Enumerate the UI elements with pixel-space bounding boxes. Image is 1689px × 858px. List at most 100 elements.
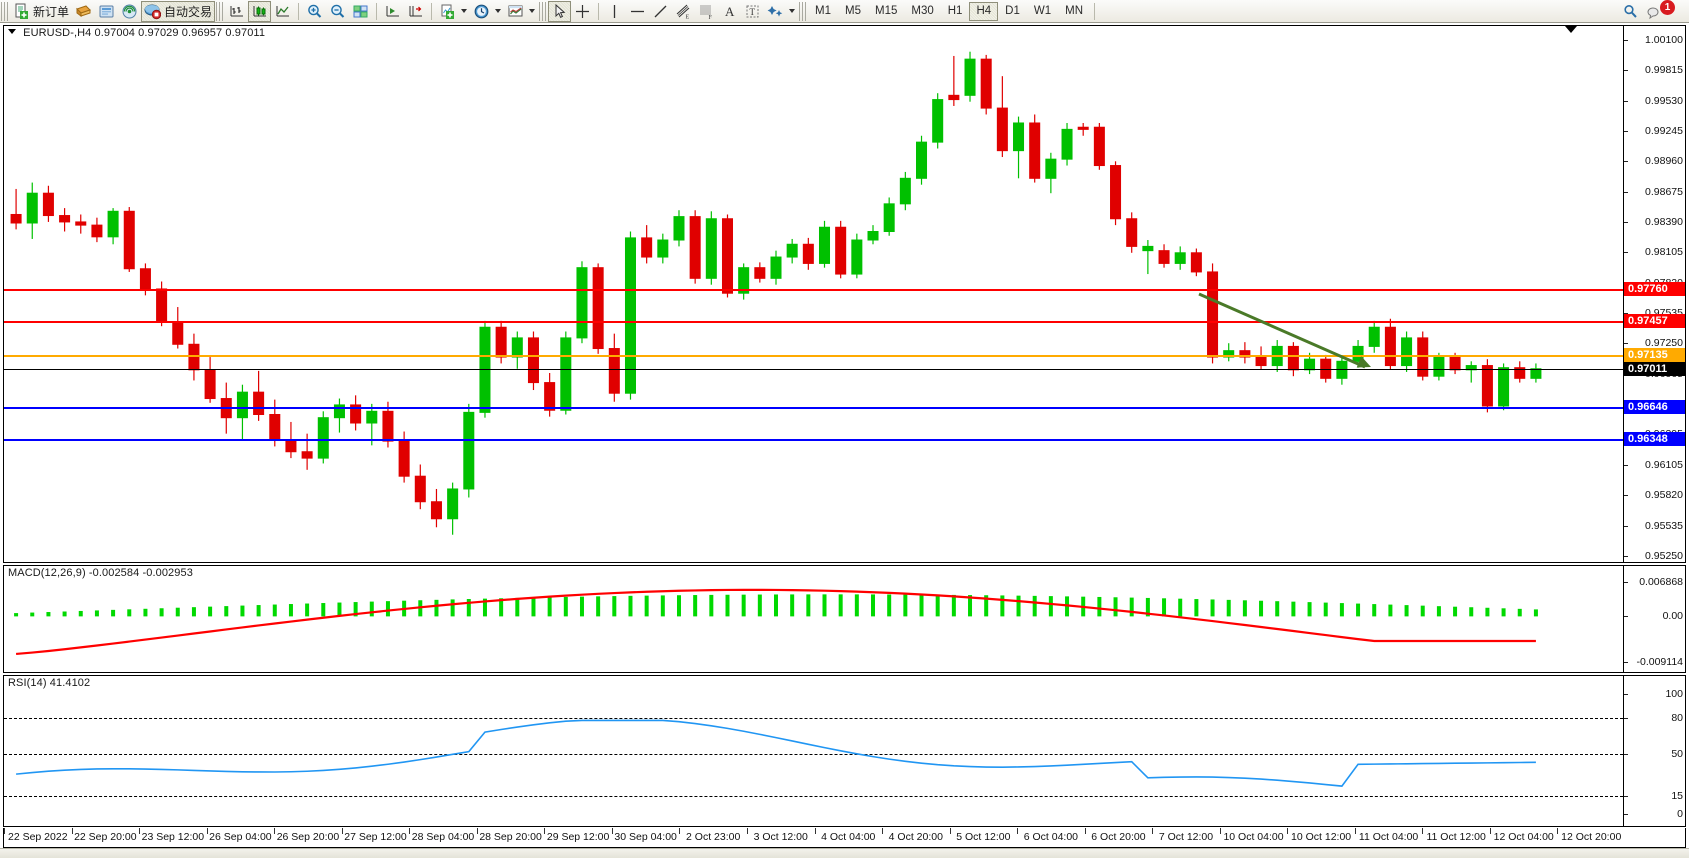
equidistant-channel-button[interactable]: E	[672, 1, 695, 22]
price-y-axis[interactable]: 1.00100 0.99815 0.99530 0.99245 0.98960 0.986…	[1623, 26, 1685, 562]
macd-y-axis[interactable]: 0.006868 0.00 -0.009114	[1623, 566, 1685, 672]
rsi-panel[interactable]: RSI(14) 41.4102 100 80 50 15 0	[3, 675, 1686, 827]
rsi-tick-label: 15	[1671, 790, 1683, 802]
signals-button[interactable]	[118, 1, 141, 22]
text-label-button[interactable]: T	[741, 1, 764, 22]
bar-chart-icon	[228, 3, 245, 20]
chart-menu-triangle-icon[interactable]	[8, 29, 16, 34]
price-level-line-resistance-2[interactable]	[4, 288, 1623, 291]
trendline-object[interactable]	[4, 26, 1625, 562]
timeframe-button-mn[interactable]: MN	[1065, 5, 1083, 17]
price-tick-mark	[1624, 252, 1628, 254]
price-level-line-resistance-1[interactable]	[4, 321, 1623, 324]
timeframe-button-h4[interactable]: H4	[969, 1, 999, 21]
rsi-tick-mark	[1624, 814, 1628, 815]
toolbar-grip-2[interactable]	[216, 1, 224, 21]
price-tick-label: 0.98105	[1645, 246, 1683, 259]
auto-trading-button[interactable]: 自动交易	[141, 0, 216, 22]
search-button[interactable]	[1619, 1, 1642, 22]
rsi-series	[16, 719, 1536, 787]
new-order-button[interactable]: 新订单	[10, 1, 72, 22]
price-level-line-support-1[interactable]	[4, 407, 1623, 410]
candlestick-chart-icon	[251, 3, 268, 20]
price-chart-panel[interactable]: EURUSD-,H4 0.97004 0.97029 0.96957 0.970…	[3, 25, 1686, 563]
toolbar-separator-4	[598, 2, 600, 20]
templates-icon	[507, 3, 524, 20]
time-tick-mark	[1287, 828, 1289, 834]
candlestick-chart-button[interactable]	[248, 0, 272, 22]
period-button[interactable]	[470, 1, 504, 22]
price-tick-label: 0.96105	[1645, 459, 1683, 472]
time-tick-label: 28 Sep 04:00	[411, 831, 475, 843]
text-button[interactable]: A	[718, 1, 741, 22]
auto-scroll-icon	[384, 3, 401, 20]
price-level-line-pivot[interactable]	[4, 355, 1623, 358]
notifications-icon	[1645, 3, 1662, 20]
timeframe-button-m1[interactable]: M1	[815, 5, 832, 17]
objects-dropdown-caret[interactable]	[789, 9, 796, 13]
wallet-button[interactable]	[72, 1, 95, 22]
line-chart-button[interactable]	[271, 1, 294, 22]
zoom-out-button[interactable]	[326, 1, 349, 22]
auto-scroll-button[interactable]	[381, 1, 404, 22]
time-tick-mark	[679, 828, 681, 834]
time-tick-label: 6 Oct 20:00	[1091, 831, 1146, 843]
time-tick-label: 27 Sep 12:00	[344, 831, 407, 843]
toolbar-grip-4[interactable]	[799, 1, 807, 21]
auto-trading-icon	[144, 3, 162, 20]
zoom-in-icon	[306, 3, 323, 20]
time-tick-label: 26 Sep 20:00	[276, 831, 340, 843]
equidistant-channel-icon: E	[675, 3, 692, 20]
time-axis[interactable]: 22 Sep 2022 22 Sep 20:00 23 Sep 12:00 26 Se…	[3, 828, 1686, 848]
crosshair-button[interactable]	[571, 1, 594, 22]
price-level-line-last-price[interactable]	[4, 368, 1623, 370]
new-order-icon	[13, 3, 30, 20]
time-tick-mark	[1557, 828, 1559, 834]
bar-chart-button[interactable]	[225, 1, 248, 22]
templates-dropdown-caret[interactable]	[529, 9, 536, 13]
time-tick-mark	[4, 828, 5, 834]
time-tick-mark	[882, 828, 884, 834]
rsi-tick-mark	[1624, 754, 1628, 755]
time-tick-label: 10 Oct 04:00	[1223, 831, 1284, 843]
price-tick-mark	[1624, 70, 1628, 72]
rsi-tick-label: 0	[1677, 808, 1683, 820]
timeframe-button-d1[interactable]: D1	[1005, 5, 1020, 17]
objects-button[interactable]	[764, 1, 798, 22]
fibonacci-button[interactable]: F	[695, 1, 718, 22]
chart-shift-button[interactable]	[404, 1, 427, 22]
price-tick-mark	[1624, 221, 1628, 223]
time-tick-mark	[1152, 828, 1154, 834]
rsi-tick-label: 80	[1671, 712, 1683, 724]
toolbar-grip-3[interactable]	[539, 1, 547, 21]
timeframe-button-m5[interactable]: M5	[845, 5, 861, 17]
price-chart-header: EURUSD-,H4 0.97004 0.97029 0.96957 0.970…	[8, 27, 265, 39]
macd-tick-mark	[1624, 582, 1628, 583]
cursor-button[interactable]	[548, 0, 572, 22]
toolbar-grip-1[interactable]	[1, 1, 8, 21]
vertical-line-button[interactable]	[603, 1, 626, 22]
fibonacci-icon: F	[698, 3, 715, 20]
macd-panel[interactable]: MACD(12,26,9) -0.002584 -0.002953 0.0068…	[3, 565, 1686, 673]
trendline-icon	[652, 3, 669, 20]
time-tick-mark	[476, 828, 478, 834]
horizontal-line-button[interactable]	[626, 1, 649, 22]
price-tick-label: 0.95820	[1645, 489, 1683, 502]
timeframe-button-h1[interactable]: H1	[947, 5, 963, 17]
indicators-button[interactable]	[436, 1, 470, 22]
timeframe-button-m30[interactable]: M30	[911, 5, 934, 17]
terminal-button[interactable]	[95, 1, 118, 22]
price-level-line-support-2[interactable]	[4, 439, 1623, 442]
chart-collapse-triangle-icon[interactable]	[1565, 26, 1577, 33]
period-dropdown-caret[interactable]	[495, 9, 502, 13]
indicators-dropdown-caret[interactable]	[461, 9, 468, 13]
notifications-button[interactable]: 1	[1642, 0, 1683, 22]
chart-shift-icon	[407, 3, 424, 20]
chart-window-button[interactable]	[349, 1, 372, 22]
rsi-y-axis[interactable]: 100 80 50 15 0	[1623, 676, 1685, 826]
zoom-in-button[interactable]	[303, 1, 326, 22]
templates-button[interactable]	[504, 1, 538, 22]
timeframe-button-m15[interactable]: M15	[875, 5, 898, 17]
trendline-button[interactable]	[649, 1, 672, 22]
timeframe-button-w1[interactable]: W1	[1033, 5, 1052, 17]
